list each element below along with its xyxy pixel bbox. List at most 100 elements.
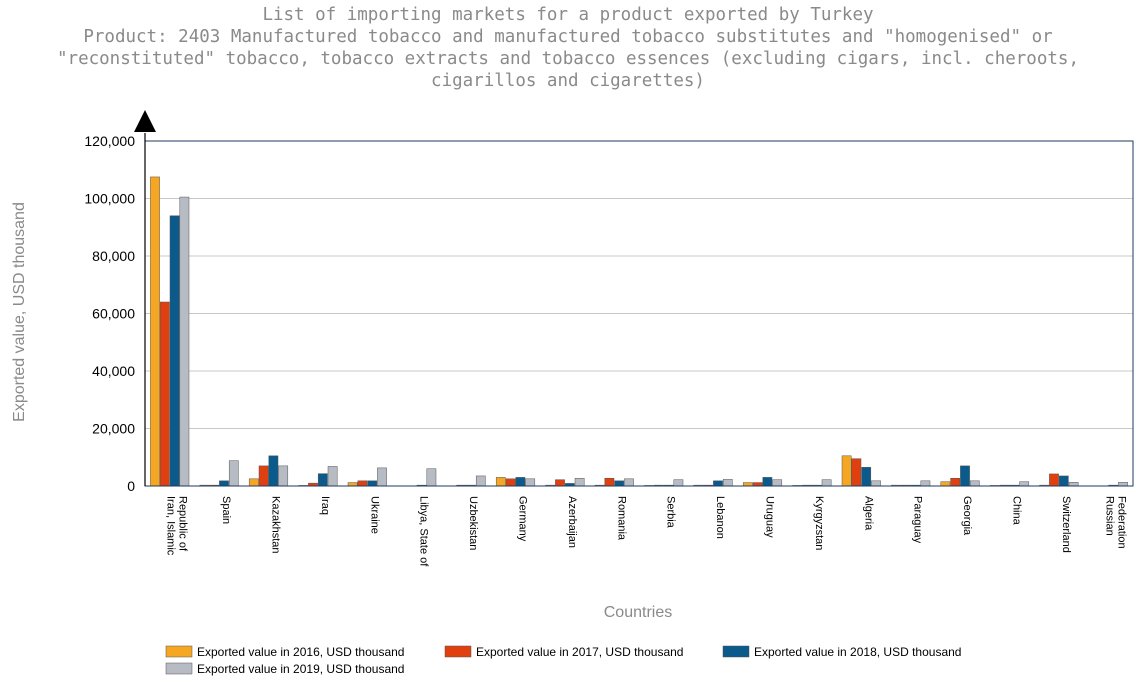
bar (1118, 482, 1128, 487)
gridlines (145, 140, 1133, 429)
y-axis-ticks: 0 20,000 40,000 60,000 80,000 100,000 120,000 (84, 133, 135, 494)
bar (851, 458, 862, 487)
bar (317, 473, 328, 487)
x-category-label: Libya, State of (418, 496, 430, 567)
bar (960, 465, 970, 487)
legend-label: Exported value in 2016, USD thousand (197, 645, 404, 659)
bars (150, 176, 1128, 487)
subtitle-line: Product: 2403 Manufactured tobacco and m… (83, 27, 1053, 47)
bar (159, 301, 170, 487)
bar (228, 460, 239, 487)
subtitle-line: "reconstituted" tobacco, tobacco extract… (57, 49, 1079, 69)
bar (871, 480, 881, 487)
x-category-label: Ukraine (368, 496, 380, 534)
plot-frame (134, 110, 1134, 487)
x-category-label: Russian (1103, 496, 1115, 536)
x-category-label: Lebanon (714, 496, 726, 539)
y-axis-title: Exported value, USD thousand (11, 202, 28, 422)
x-axis-categories: Iran, Islamic Republic of Spain Kazakhstan I… (165, 496, 1128, 567)
bar (841, 455, 852, 487)
y-tick-label: 20,000 (92, 421, 135, 437)
x-category-label: Germany (517, 496, 529, 542)
bar (950, 477, 961, 487)
title-line: List of importing markets for a product … (262, 5, 874, 25)
x-category-label: Switzerland (1060, 496, 1072, 553)
bar (722, 479, 733, 487)
bar (614, 480, 625, 487)
bar (505, 478, 516, 487)
bar (248, 478, 259, 487)
bar (268, 455, 279, 487)
x-category-label: China (1011, 496, 1023, 526)
y-tick-label: 100,000 (84, 191, 135, 207)
x-category-label: Paraguay (912, 496, 924, 544)
x-category-label: Romania (615, 496, 627, 541)
bar (555, 479, 565, 487)
bar (367, 480, 378, 487)
x-category-label: Serbia (665, 496, 677, 529)
bar (426, 468, 437, 487)
bar (525, 478, 536, 487)
bar (515, 477, 526, 487)
bar (604, 477, 615, 487)
bar (347, 482, 358, 487)
legend: Exported value in 2016, USD thousand Expo… (165, 645, 961, 676)
bar (940, 481, 951, 487)
bar (495, 477, 506, 487)
x-category-label: Uzbekistan (467, 496, 479, 550)
y-tick-label: 80,000 (92, 248, 135, 264)
legend-label: Exported value in 2019, USD thousand (197, 662, 404, 676)
x-category-label: Georgia (961, 496, 973, 536)
x-category-label: Spain (220, 496, 232, 524)
legend-label: Exported value in 2017, USD thousand (476, 645, 683, 659)
x-category-label: Iraq (319, 496, 331, 515)
y-tick-label: 120,000 (84, 133, 135, 149)
bar (673, 479, 684, 487)
legend-swatch (722, 645, 750, 658)
bar (150, 176, 160, 487)
bar (861, 467, 872, 487)
subtitle-line: cigarillos and cigarettes) (431, 71, 705, 91)
x-axis-title: Countries (604, 604, 672, 621)
chart-title: List of importing markets for a product … (0, 4, 1136, 92)
bar (821, 479, 832, 487)
bar (752, 482, 763, 487)
x-category-label: Kazakhstan (270, 496, 282, 553)
x-category-label: Algeria (862, 496, 874, 531)
bar (1068, 482, 1079, 487)
legend-label: Exported value in 2018, USD thousand (754, 645, 961, 659)
y-tick-label: 60,000 (92, 306, 135, 322)
bar (624, 478, 634, 487)
bar (179, 196, 190, 487)
bar (327, 466, 338, 487)
x-category-label: Azerbaijan (566, 496, 578, 548)
bar (1058, 475, 1069, 487)
x-category-label: Iran, Islamic (165, 496, 177, 556)
x-category-label: Federation (1115, 496, 1127, 549)
x-category-label: Republic of (177, 496, 189, 552)
bar (1019, 481, 1030, 487)
bar (169, 215, 180, 487)
bar (1049, 473, 1059, 487)
bar (772, 479, 783, 487)
bar (762, 477, 773, 487)
bar (278, 465, 289, 487)
y-tick-label: 40,000 (92, 363, 135, 379)
legend-swatch (444, 645, 472, 658)
bar (920, 480, 931, 487)
bar (475, 475, 486, 487)
bar (742, 482, 753, 487)
bar (357, 480, 368, 487)
x-category-label: Uruguay (764, 496, 776, 538)
bar (574, 477, 585, 487)
legend-swatch (165, 662, 193, 675)
bar (219, 480, 229, 487)
y-axis-arrow-icon (134, 110, 156, 132)
bar (258, 465, 269, 487)
bar (969, 480, 980, 487)
bar (377, 467, 387, 487)
bar (713, 480, 723, 487)
legend-swatch (165, 645, 193, 658)
y-tick-label: 0 (127, 478, 135, 494)
